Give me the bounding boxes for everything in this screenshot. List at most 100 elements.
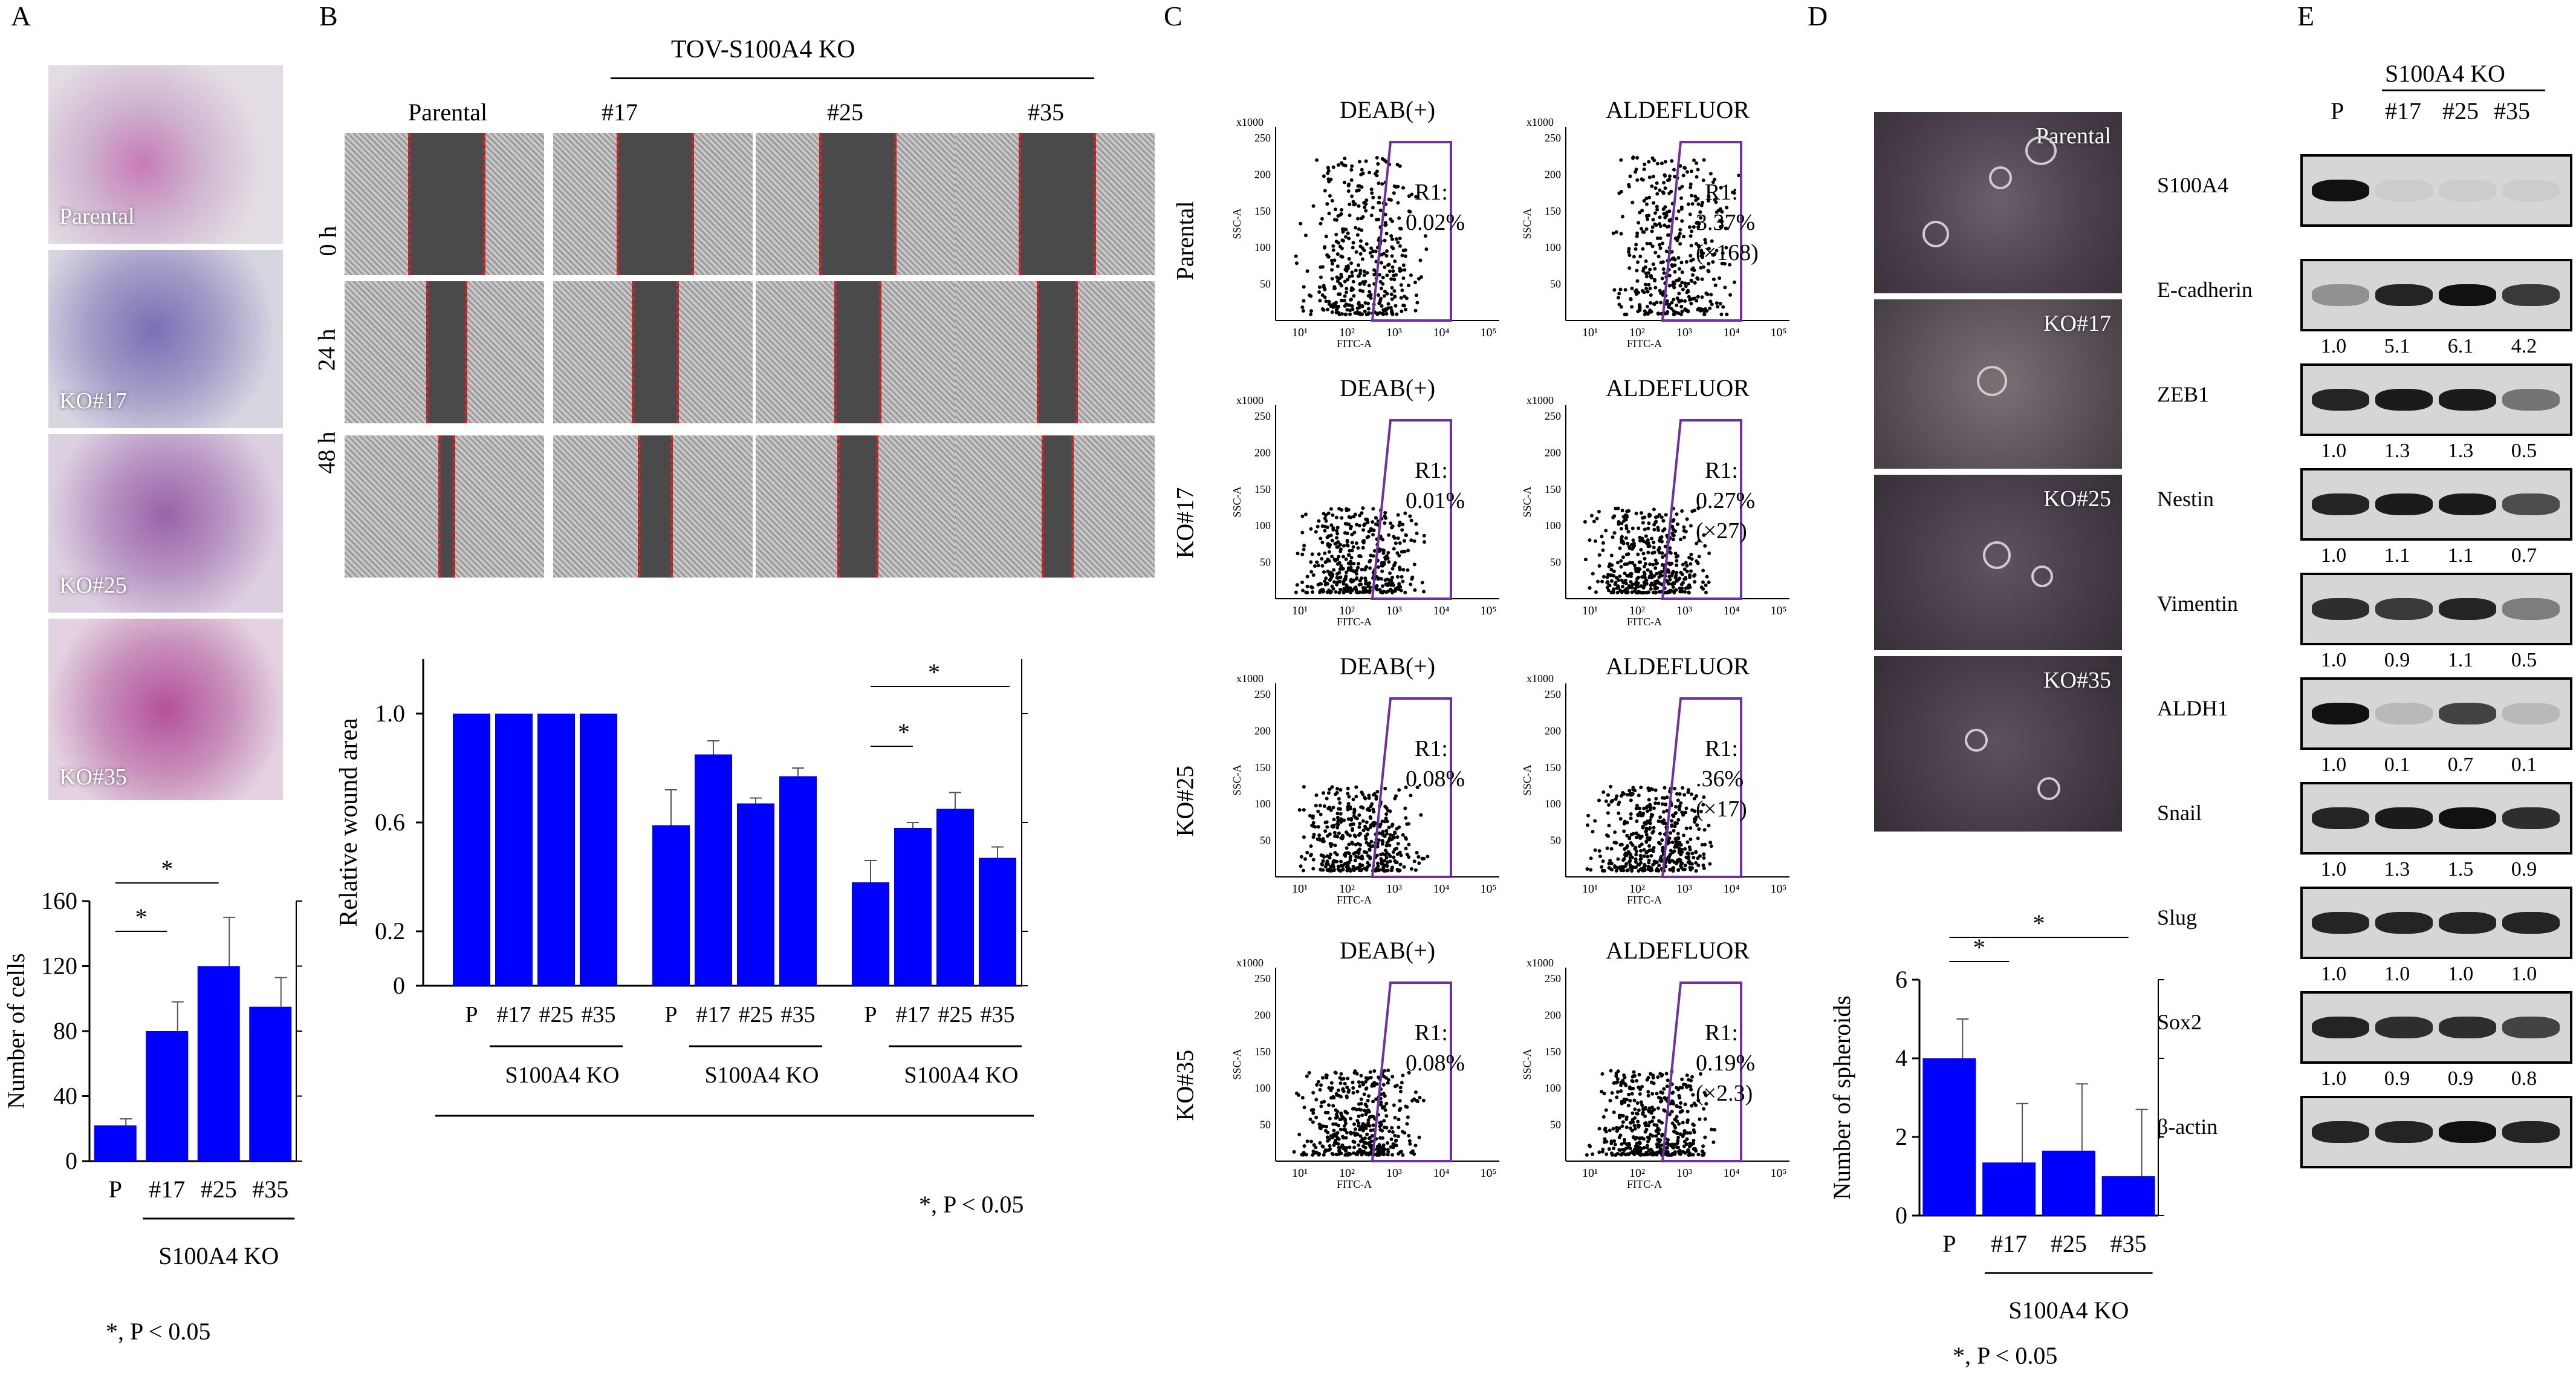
blot-image [2300,468,2572,541]
event-dot [1396,536,1400,540]
event-dot [1337,561,1342,565]
col-label-35: #35 [1028,99,1064,126]
event-dot [1348,213,1352,218]
event-dot [1684,284,1688,288]
event-dot [1681,287,1685,291]
event-dot [1611,231,1615,235]
event-dot [1707,824,1711,828]
event-dot [1659,859,1663,863]
event-dot [1695,794,1699,798]
event-dot [1397,553,1401,558]
bar [495,714,533,986]
event-dot [1329,1081,1334,1085]
event-dot [1339,859,1343,864]
flow-title: ALDEFLUOR [1606,96,1750,123]
event-dot [1609,799,1614,804]
event-dot [1618,574,1622,578]
event-dot [1638,210,1642,215]
event-dot [1346,303,1350,307]
event-dot [1342,180,1346,184]
y-tick-label: 250 [1254,410,1271,422]
event-dot [1342,544,1346,548]
event-dot [1695,175,1699,179]
event-dot [1334,590,1338,594]
event-dot [1378,1136,1382,1140]
event-dot [1401,523,1405,527]
panel-label-d: D [1808,1,1828,31]
event-dot [1674,579,1678,583]
event-dot [1420,581,1424,585]
event-dot [1675,1115,1679,1119]
event-dot [1331,1152,1335,1156]
flow-title: DEAB(+) [1340,653,1435,680]
event-dot [1390,1153,1395,1157]
event-dot [1662,1087,1666,1091]
event-dot [1342,853,1346,857]
event-dot [1357,1143,1361,1147]
event-dot [1343,1128,1348,1132]
group-label: S100A4 KO [705,1063,819,1088]
event-dot [1383,510,1387,515]
event-dot [1715,210,1719,214]
event-dot [1621,539,1625,544]
event-dot [1673,1130,1678,1135]
event-dot [1360,1080,1364,1084]
event-dot [1345,1086,1349,1090]
event-dot [1328,806,1332,810]
event-dot [1398,236,1402,241]
event-dot [1673,174,1677,178]
event-dot [1645,541,1649,545]
event-dot [1330,268,1334,272]
event-dot [1296,1093,1300,1097]
event-dot [1679,801,1683,805]
event-dot [1380,182,1384,186]
event-dot [1600,1072,1604,1076]
event-dot [1646,550,1650,555]
event-dot [1299,855,1303,859]
event-dot [1400,253,1404,258]
event-dot [1661,267,1666,271]
event-dot [1644,271,1648,275]
event-dot [1673,1118,1678,1122]
event-dot [1384,816,1388,821]
event-dot [1647,575,1652,579]
event-dot [1663,544,1667,549]
y-tick-label: 0.6 [375,809,405,836]
event-dot [1323,287,1327,291]
x-tick-label: #35 [981,1002,1015,1027]
event-dot [1390,1130,1395,1134]
event-dot [1680,281,1684,285]
event-dot [1588,586,1592,590]
event-dot [1384,554,1389,558]
event-dot [1401,1153,1405,1157]
event-dot [1302,299,1306,303]
event-dot [1688,212,1692,217]
event-dot [1358,1127,1362,1131]
event-dot [1694,850,1698,854]
event-dot [1317,552,1321,556]
event-dot [1364,1086,1369,1090]
event-dot [1321,859,1325,863]
sig-mark: * [135,904,148,931]
event-dot [1385,832,1389,836]
event-dot [1696,225,1701,229]
event-dot [1603,1126,1608,1130]
event-dot [1369,1128,1373,1133]
bar [652,825,690,986]
event-dot [1658,188,1662,192]
event-dot [1327,1138,1331,1142]
event-dot [1702,866,1706,870]
event-dot [1393,536,1397,540]
event-dot [1398,244,1402,248]
event-dot [1640,1103,1644,1107]
event-dot [1309,294,1313,298]
event-dot [1399,853,1403,858]
event-dot [1389,277,1393,281]
col-label-17: #17 [602,99,638,126]
event-dot [1348,526,1352,530]
event-dot [1680,1086,1684,1090]
event-dot [1692,225,1696,229]
event-dot [1319,536,1323,541]
event-dot [1374,249,1378,253]
x-tick-label: P [1942,1230,1956,1257]
